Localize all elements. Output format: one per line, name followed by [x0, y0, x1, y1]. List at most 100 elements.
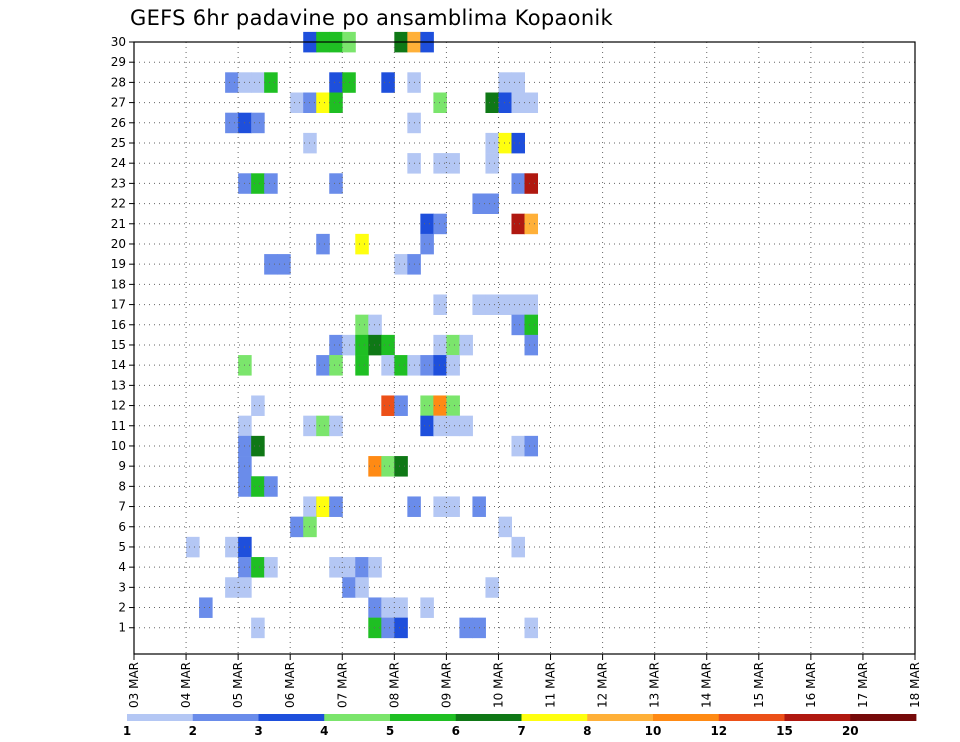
- heatmap-cell: [420, 233, 434, 255]
- heatmap-cell: [199, 597, 213, 618]
- heatmap-cell: [394, 254, 408, 275]
- y-tick-label: 14: [111, 358, 126, 372]
- heatmap-cell: [264, 557, 278, 578]
- heatmap-cell: [381, 355, 395, 376]
- y-tick-label: 22: [111, 197, 126, 211]
- x-tick-label: 03 MAR: [127, 662, 141, 708]
- heatmap-cell: [368, 334, 382, 356]
- heatmap-cell: [316, 415, 330, 437]
- colorbar: 1 2 3 4 5 6 7 8 10 12 15 20: [123, 714, 917, 738]
- colorbar-label: 7: [517, 724, 525, 738]
- heatmap-cell: [511, 314, 525, 336]
- heatmap-cell: [290, 92, 304, 113]
- y-tick-label: 2: [118, 601, 126, 615]
- heatmap-cell: [433, 415, 447, 437]
- heatmap-cell: [420, 597, 434, 618]
- heatmap-cell: [498, 516, 512, 538]
- y-tick-label: 20: [111, 237, 126, 251]
- x-tick-label: 13 MAR: [648, 662, 662, 708]
- heatmap-cell: [433, 294, 447, 315]
- axes: 1234567891011121314151617181920212223242…: [111, 35, 922, 708]
- colorbar-label: 6: [452, 724, 460, 738]
- colorbar-label: 20: [842, 724, 859, 738]
- heatmap-cell: [225, 72, 239, 93]
- heatmap-cell: [485, 193, 499, 214]
- heatmap-cell: [511, 173, 525, 194]
- heatmap-cell: [498, 132, 512, 154]
- heatmap-cell: [186, 536, 200, 558]
- heatmap-cell: [498, 294, 512, 315]
- heatmap-cells: [186, 31, 539, 639]
- heatmap-cell: [433, 496, 447, 517]
- heatmap-cell: [381, 334, 395, 356]
- heatmap-cell: [511, 213, 525, 235]
- heatmap-cell: [433, 334, 447, 356]
- heatmap-cell: [433, 153, 447, 174]
- heatmap-cell: [251, 112, 265, 134]
- y-tick-label: 26: [111, 116, 126, 130]
- heatmap-cell: [420, 415, 434, 437]
- heatmap-cell: [264, 476, 278, 497]
- y-tick-label: 27: [111, 96, 126, 110]
- heatmap-cell: [394, 597, 408, 618]
- heatmap-cell: [485, 294, 499, 315]
- heatmap-cell: [316, 496, 330, 517]
- heatmap-cell: [446, 153, 460, 174]
- heatmap-cell: [511, 92, 525, 113]
- heatmap-cell: [511, 435, 525, 457]
- x-tick-label: 15 MAR: [752, 662, 766, 708]
- heatmap-cell: [368, 617, 382, 639]
- heatmap-cell: [368, 557, 382, 578]
- heatmap-cell: [355, 334, 369, 356]
- y-tick-label: 1: [118, 621, 126, 635]
- heatmap-cell: [251, 173, 265, 194]
- heatmap-cell: [316, 92, 330, 113]
- colorbar-segment: [850, 714, 917, 721]
- colorbar-segment: [390, 714, 457, 721]
- heatmap-cell: [264, 72, 278, 93]
- heatmap-cell: [329, 496, 343, 517]
- y-tick-label: 5: [118, 540, 126, 554]
- heatmap-cell: [459, 415, 473, 437]
- heatmap-cell: [251, 72, 265, 93]
- y-tick-label: 7: [118, 500, 126, 514]
- colorbar-segment: [455, 714, 522, 721]
- heatmap-cell: [524, 294, 539, 315]
- heatmap-cell: [446, 334, 460, 356]
- colorbar-label: 10: [645, 724, 662, 738]
- heatmap-cell: [420, 213, 434, 235]
- x-tick-label: 09 MAR: [439, 662, 453, 708]
- colorbar-segment: [258, 714, 325, 721]
- heatmap-cell: [355, 314, 369, 336]
- y-tick-label: 25: [111, 136, 126, 150]
- x-tick-label: 06 MAR: [283, 662, 297, 708]
- colorbar-label: 2: [189, 724, 197, 738]
- heatmap-cell: [446, 355, 460, 376]
- y-tick-label: 4: [118, 560, 126, 574]
- heatmap-cell: [433, 213, 447, 235]
- x-tick-label: 07 MAR: [335, 662, 349, 708]
- colorbar-label: 1: [123, 724, 131, 738]
- heatmap-cell: [420, 395, 434, 416]
- x-tick-label: 14 MAR: [700, 662, 714, 708]
- heatmap-cell: [485, 577, 499, 598]
- heatmap-cell: [329, 557, 343, 578]
- heatmap-cell: [459, 334, 473, 356]
- colorbar-segment: [192, 714, 259, 721]
- heatmap-cell: [433, 92, 447, 113]
- heatmap-cell: [433, 395, 447, 416]
- y-tick-label: 17: [111, 298, 126, 312]
- colorbar-label: 5: [386, 724, 394, 738]
- x-tick-label: 17 MAR: [856, 662, 870, 708]
- colorbar-segment: [521, 714, 588, 721]
- heatmap-cell: [524, 617, 539, 639]
- heatmap-cell: [264, 173, 278, 194]
- x-tick-label: 12 MAR: [596, 662, 610, 708]
- x-tick-label: 08 MAR: [387, 662, 401, 708]
- heatmap-cell: [446, 395, 460, 416]
- y-tick-label: 18: [111, 277, 126, 291]
- colorbar-segment: [127, 714, 194, 721]
- heatmap-cell: [498, 72, 512, 93]
- y-tick-label: 10: [111, 439, 126, 453]
